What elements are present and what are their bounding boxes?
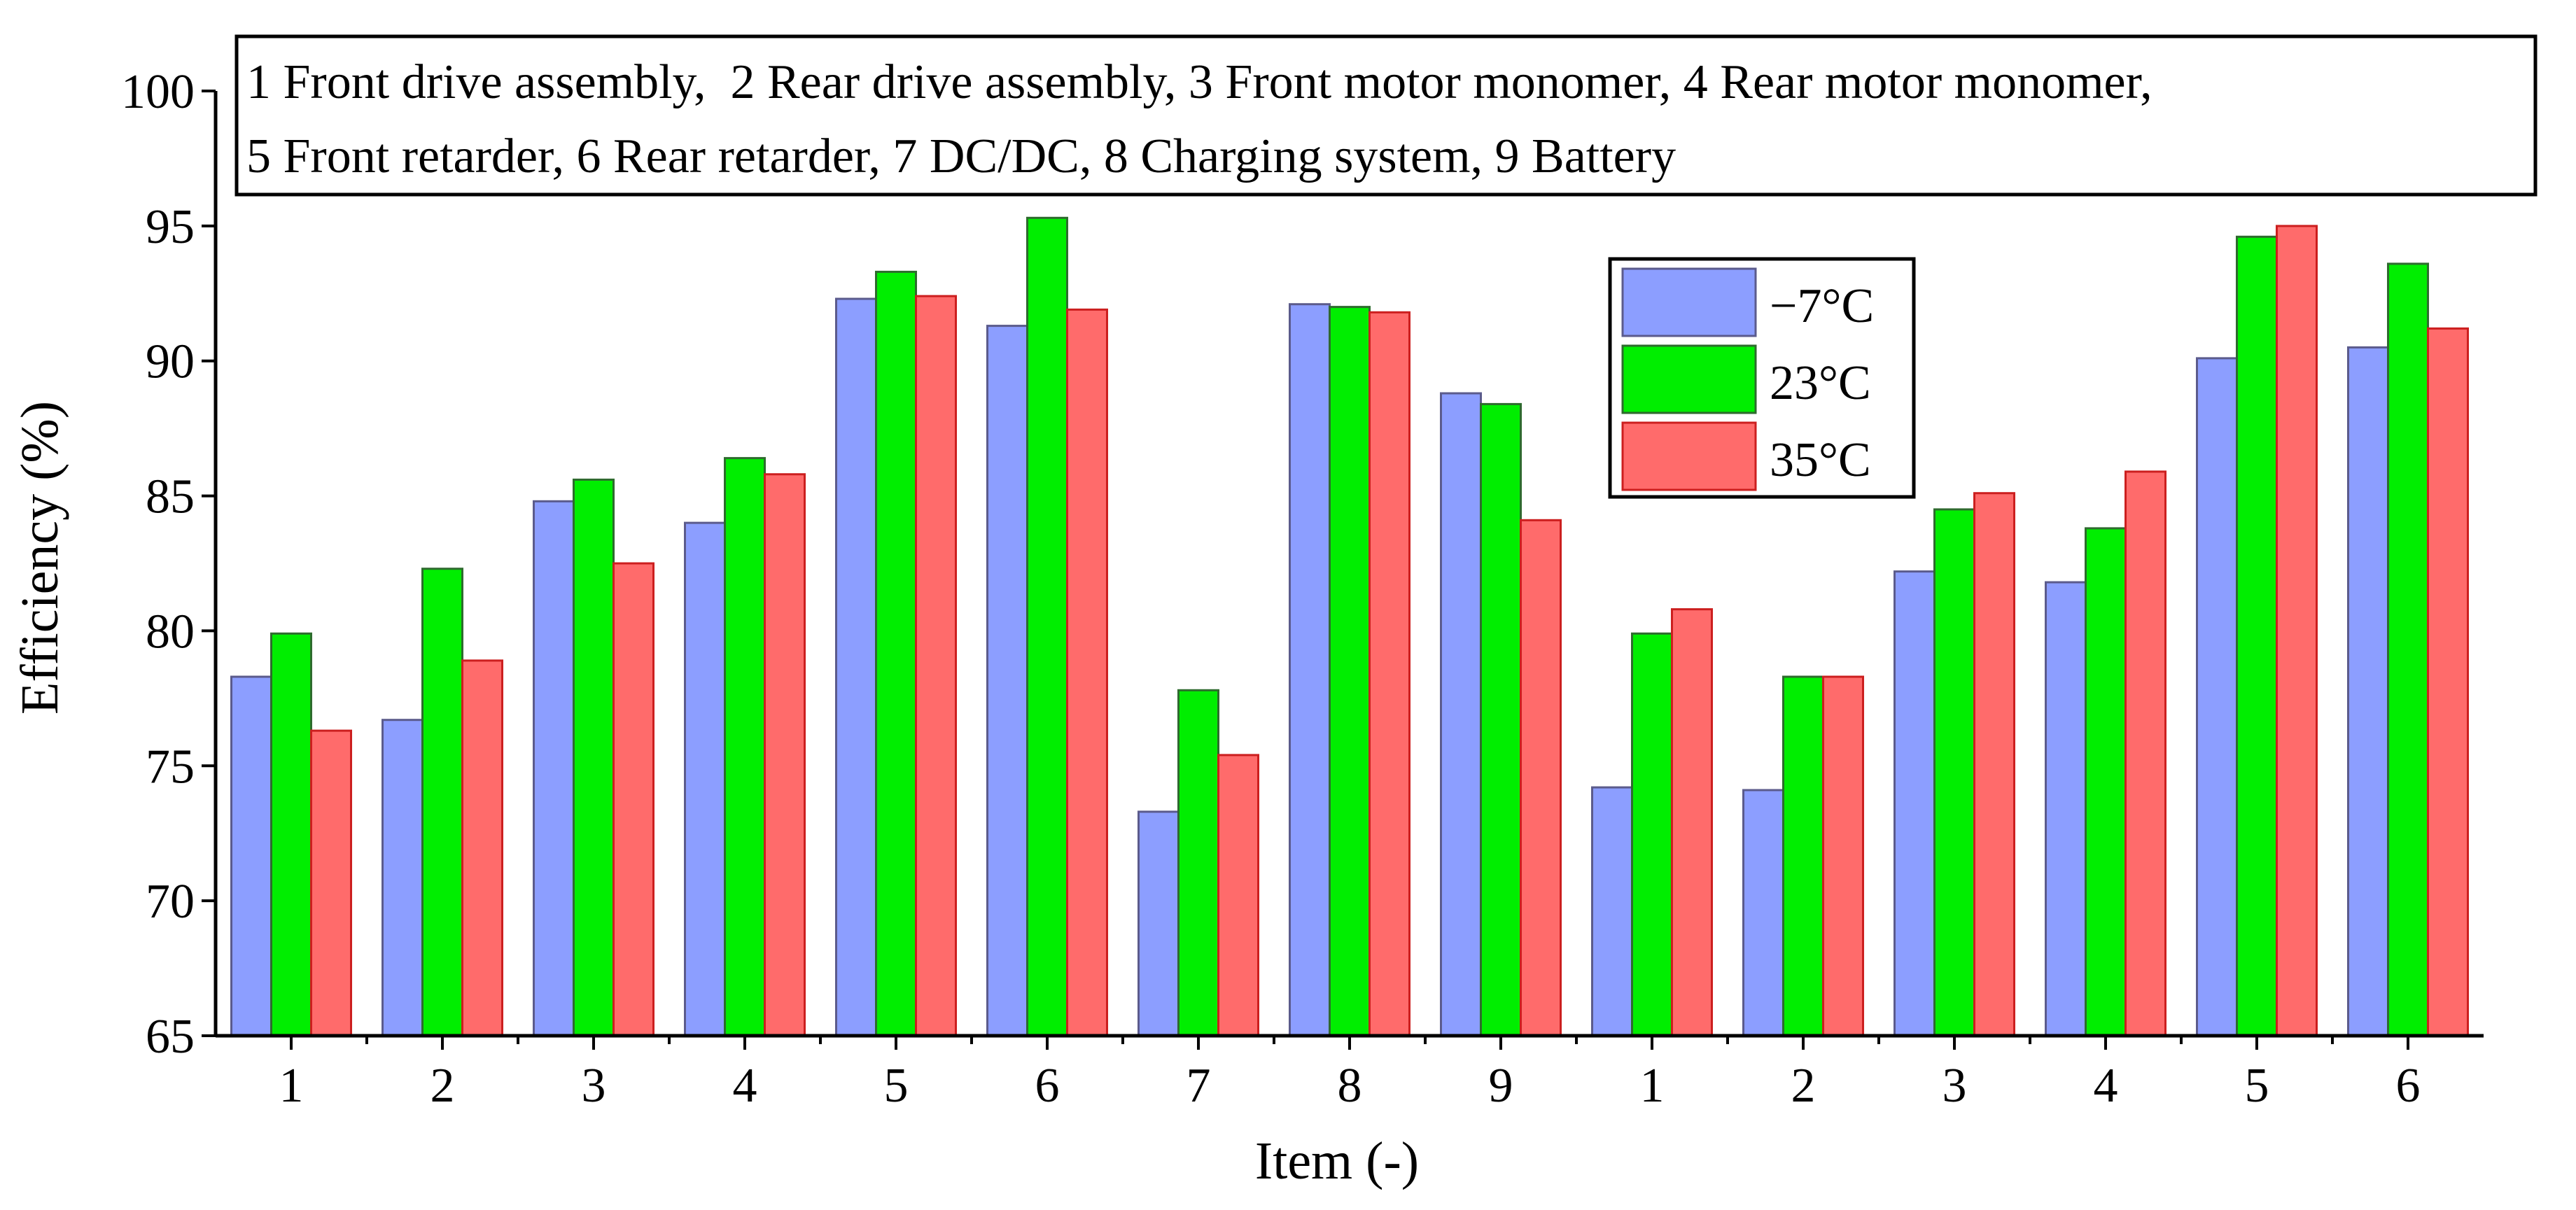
bar-series-2-item-13 bbox=[2124, 470, 2166, 1037]
x-tick-label: 8 bbox=[1338, 1059, 1362, 1113]
x-tick-label: 3 bbox=[582, 1059, 606, 1113]
y-axis-title: Efficiency (%) bbox=[10, 401, 69, 715]
bar-series-1-item-6 bbox=[1026, 216, 1068, 1037]
bar-series-2-item-15 bbox=[2427, 327, 2469, 1037]
bar-series-1-item-1 bbox=[270, 632, 312, 1037]
x-tick-label: 1 bbox=[279, 1059, 304, 1113]
bar-series-2-item-9 bbox=[1520, 519, 1562, 1037]
x-tick-label: 4 bbox=[2094, 1059, 2118, 1113]
bar-series-0-item-1 bbox=[230, 675, 272, 1037]
annotation-frame bbox=[234, 34, 2538, 197]
bar-series-1-item-14 bbox=[2236, 235, 2278, 1037]
x-tick-label: 3 bbox=[1942, 1059, 1967, 1113]
legend-label-series-1: 23°C bbox=[1770, 356, 1871, 410]
bar-series-0-item-5 bbox=[835, 297, 877, 1037]
bar-series-1-item-10 bbox=[1631, 632, 1673, 1037]
legend-swatch-series-1 bbox=[1621, 344, 1757, 414]
bar-series-2-item-1 bbox=[310, 729, 352, 1037]
legend-label-series-0: −7°C bbox=[1770, 279, 1874, 333]
bar-series-1-item-12 bbox=[1933, 508, 1975, 1037]
legend: −7°C 23°C 35°C bbox=[1608, 257, 1916, 499]
x-tick-label: 2 bbox=[430, 1059, 455, 1113]
bar-series-2-item-12 bbox=[1973, 492, 2015, 1037]
bar-series-2-item-2 bbox=[461, 659, 503, 1037]
bar-series-0-item-12 bbox=[1893, 570, 1935, 1037]
x-tick-label: 2 bbox=[1791, 1059, 1816, 1113]
bar-series-1-item-7 bbox=[1177, 689, 1219, 1037]
bar-series-0-item-10 bbox=[1591, 786, 1633, 1037]
x-tick-label: 4 bbox=[733, 1059, 757, 1113]
legend-swatch-series-0 bbox=[1621, 267, 1757, 337]
x-tick-label: 7 bbox=[1186, 1059, 1211, 1113]
bar-series-0-item-9 bbox=[1440, 392, 1482, 1037]
bar-series-0-item-4 bbox=[684, 521, 726, 1037]
x-tick-label: 6 bbox=[2396, 1059, 2421, 1113]
bar-series-1-item-2 bbox=[421, 568, 463, 1037]
bar-series-0-item-13 bbox=[2045, 581, 2087, 1037]
bar-series-0-item-8 bbox=[1289, 303, 1331, 1037]
axes-layer: 65 70 75 80 85 90 95 100 1 2 3 4 5 6 7 8 9 1 2 3 4 5 6 bbox=[121, 65, 2484, 1113]
y-tick-label: 65 bbox=[146, 1010, 195, 1064]
x-tick-label: 6 bbox=[1035, 1059, 1060, 1113]
bar-series-1-item-11 bbox=[1782, 675, 1824, 1037]
bar-series-2-item-5 bbox=[915, 295, 957, 1037]
annotation-line-1: 1 Front drive assembly, 2 Rear drive ass… bbox=[246, 55, 2152, 109]
y-tick-label: 95 bbox=[146, 200, 195, 254]
y-tick-label: 100 bbox=[121, 65, 195, 119]
bar-series-2-item-11 bbox=[1822, 675, 1864, 1037]
bar-series-1-item-13 bbox=[2085, 527, 2127, 1037]
bar-series-2-item-10 bbox=[1671, 608, 1713, 1037]
bar-series-2-item-14 bbox=[2276, 225, 2318, 1037]
annotation-box: 1 Front drive assembly, 2 Rear drive ass… bbox=[234, 34, 2538, 197]
y-tick-label: 90 bbox=[146, 335, 195, 389]
y-tick-label: 85 bbox=[146, 470, 195, 524]
x-tick-label: 5 bbox=[884, 1059, 909, 1113]
bars-layer bbox=[230, 216, 2469, 1037]
bar-series-0-item-14 bbox=[2196, 357, 2238, 1037]
bar-series-0-item-6 bbox=[986, 325, 1028, 1037]
bar-series-2-item-8 bbox=[1368, 311, 1410, 1037]
bar-series-2-item-3 bbox=[612, 562, 654, 1037]
x-tick-label: 9 bbox=[1489, 1059, 1513, 1113]
bar-series-2-item-7 bbox=[1217, 754, 1259, 1037]
bar-series-1-item-15 bbox=[2387, 262, 2429, 1037]
y-tick-label: 80 bbox=[146, 605, 195, 659]
y-tick-label: 75 bbox=[146, 740, 195, 794]
bar-series-0-item-2 bbox=[382, 719, 424, 1037]
bar-series-2-item-4 bbox=[764, 473, 806, 1037]
bar-series-1-item-4 bbox=[724, 457, 766, 1037]
bar-series-1-item-8 bbox=[1329, 306, 1371, 1037]
bar-series-0-item-3 bbox=[533, 500, 575, 1037]
x-tick-label: 5 bbox=[2245, 1059, 2269, 1113]
annotation-line-2: 5 Front retarder, 6 Rear retarder, 7 DC/… bbox=[246, 129, 1676, 183]
x-tick-label: 1 bbox=[1640, 1059, 1665, 1113]
bar-series-0-item-7 bbox=[1138, 810, 1180, 1037]
legend-swatch-series-2 bbox=[1621, 421, 1757, 491]
bar-series-0-item-15 bbox=[2347, 346, 2389, 1037]
bar-series-1-item-5 bbox=[875, 270, 917, 1037]
bar-series-1-item-9 bbox=[1480, 402, 1522, 1037]
bar-series-0-item-11 bbox=[1742, 789, 1784, 1037]
x-axis-title: Item (-) bbox=[1255, 1132, 1419, 1190]
bar-series-2-item-6 bbox=[1066, 308, 1108, 1037]
bar-series-1-item-3 bbox=[573, 478, 615, 1037]
legend-label-series-2: 35°C bbox=[1770, 433, 1871, 487]
y-tick-label: 70 bbox=[146, 875, 195, 929]
